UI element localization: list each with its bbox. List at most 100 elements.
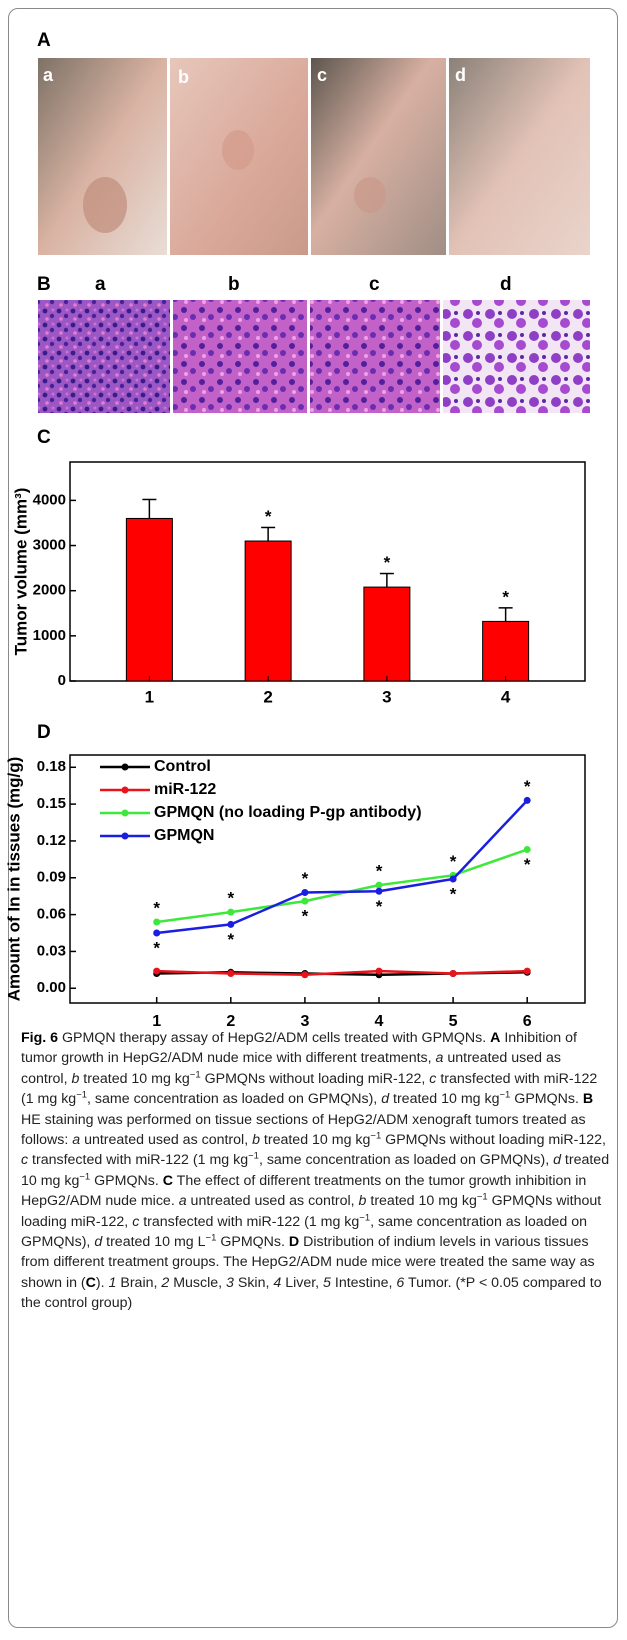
- legend-label: miR-122: [154, 781, 216, 798]
- legend-label: Control: [154, 758, 211, 775]
- panel-label: B: [37, 274, 51, 295]
- photo-sublabel: c: [369, 274, 380, 295]
- legend-marker: [121, 786, 129, 794]
- data-point: [153, 918, 161, 926]
- significance-marker: *: [302, 907, 309, 926]
- caption-text: Skin,: [233, 1274, 274, 1291]
- significance-marker: *: [227, 930, 234, 949]
- photo-sublabel: a: [95, 274, 106, 295]
- data-point: [449, 875, 457, 883]
- photo: [311, 58, 446, 255]
- x-tick-label: 2: [263, 687, 272, 706]
- caption-text: b: [71, 1070, 80, 1087]
- caption-text: GPMQNs.: [90, 1172, 163, 1189]
- caption-text: GPMQNs without loading miR-122,: [21, 1193, 602, 1230]
- photo: [310, 300, 440, 413]
- x-tick-label: 5: [449, 1013, 458, 1030]
- caption-text: b: [252, 1132, 260, 1149]
- data-point: [375, 887, 383, 895]
- caption-text: 6: [396, 1274, 405, 1291]
- caption-text: b: [358, 1193, 367, 1210]
- caption-text: D: [288, 1234, 300, 1251]
- caption-text: HE staining was performed on tissue sect…: [21, 1111, 586, 1149]
- caption-text: transfected with miR-122 (1 mg kg: [28, 1152, 249, 1169]
- y-tick-label: 1000: [33, 627, 66, 644]
- caption-text: Liver,: [281, 1274, 324, 1291]
- caption-text: −1: [79, 1171, 91, 1183]
- caption-text: −1: [370, 1130, 382, 1142]
- tumor: [222, 130, 254, 170]
- caption-text: 1: [108, 1274, 117, 1291]
- plot-frame: [69, 461, 586, 682]
- caption-text: Intestine,: [330, 1274, 397, 1291]
- data-point: [153, 967, 161, 975]
- significance-marker: *: [302, 869, 309, 888]
- y-tick-label: 0.00: [37, 979, 66, 996]
- significance-marker: *: [376, 862, 383, 881]
- x-tick-label: 2: [226, 1013, 235, 1030]
- caption-text: , same concentration as loaded on GPMQNs…: [258, 1152, 554, 1169]
- significance-marker: *: [450, 884, 457, 903]
- significance-marker: *: [376, 897, 383, 916]
- data-point: [301, 897, 309, 905]
- y-tick-label: 0.15: [37, 795, 66, 812]
- photo: [173, 300, 307, 413]
- data-point: [301, 889, 309, 897]
- data-point: [523, 846, 531, 854]
- caption-text: treated 10 mg kg: [366, 1193, 477, 1210]
- data-point: [449, 970, 457, 978]
- caption-text: untreated used as control,: [186, 1193, 359, 1210]
- caption-text: −1: [359, 1211, 371, 1223]
- caption-text: d: [381, 1091, 390, 1108]
- x-tick-label: 4: [501, 687, 511, 706]
- caption-text: transfected with miR-122 (1 mg kg: [139, 1213, 360, 1230]
- legend-marker: [121, 832, 129, 840]
- caption-text: Brain,: [116, 1274, 162, 1291]
- significance-marker: *: [265, 507, 272, 526]
- x-tick-label: 6: [523, 1013, 532, 1030]
- caption-text: C: [162, 1172, 173, 1189]
- y-tick-label: 4000: [33, 491, 66, 508]
- tumor: [354, 177, 386, 213]
- caption-text: transfected with miR-122 (1 mg kg: [21, 1070, 598, 1108]
- bar: [363, 586, 411, 682]
- data-point: [375, 881, 383, 889]
- caption-text: 5: [323, 1274, 331, 1291]
- x-tick-label: 1: [152, 1013, 161, 1030]
- caption-text: C: [85, 1274, 96, 1291]
- panel-label: A: [37, 30, 51, 51]
- figure: A a b c d B a b c d C D 0 1000 2000 3000 400…: [4, 30, 590, 1030]
- caption-text: c: [132, 1213, 140, 1230]
- legend-marker: [121, 763, 129, 771]
- figure-frame: [8, 8, 618, 1628]
- caption-text: GPMQNs.: [510, 1091, 583, 1108]
- y-tick-label: 0: [58, 672, 66, 689]
- x-tick-label: 1: [145, 687, 154, 706]
- bar: [244, 540, 292, 682]
- caption-text: treated 10 mg kg: [259, 1132, 371, 1149]
- data-point: [227, 920, 235, 928]
- data-point: [375, 967, 383, 975]
- photo-sublabel: a: [43, 65, 54, 85]
- caption-text: The effect of different treatments on th…: [21, 1172, 587, 1210]
- data-point: [227, 908, 235, 916]
- caption-text: a: [72, 1132, 81, 1149]
- caption-text: treated 10 mg kg: [21, 1152, 610, 1189]
- y-tick-label: 0.09: [37, 869, 66, 886]
- photo: [38, 300, 170, 413]
- caption-text: a: [178, 1193, 187, 1210]
- y-tick-label: 0.12: [37, 832, 66, 849]
- data-point: [301, 971, 309, 979]
- caption-text: GPMQNs.: [216, 1234, 289, 1251]
- caption-text: untreated used as control,: [21, 1050, 561, 1087]
- caption-text: treated 10 mg kg: [79, 1070, 190, 1087]
- caption-text: 2: [161, 1274, 170, 1291]
- data-point: [227, 970, 235, 978]
- caption-text: , same concentration as loaded on GPMQNs…: [21, 1213, 588, 1251]
- caption-text: Tumor. (*P < 0.05 compared to the contro…: [21, 1274, 602, 1312]
- photo-sublabel: d: [500, 274, 512, 295]
- significance-marker: *: [153, 939, 160, 958]
- significance-marker: *: [524, 855, 531, 874]
- caption-text: Distribution of indium levels in various…: [21, 1234, 595, 1291]
